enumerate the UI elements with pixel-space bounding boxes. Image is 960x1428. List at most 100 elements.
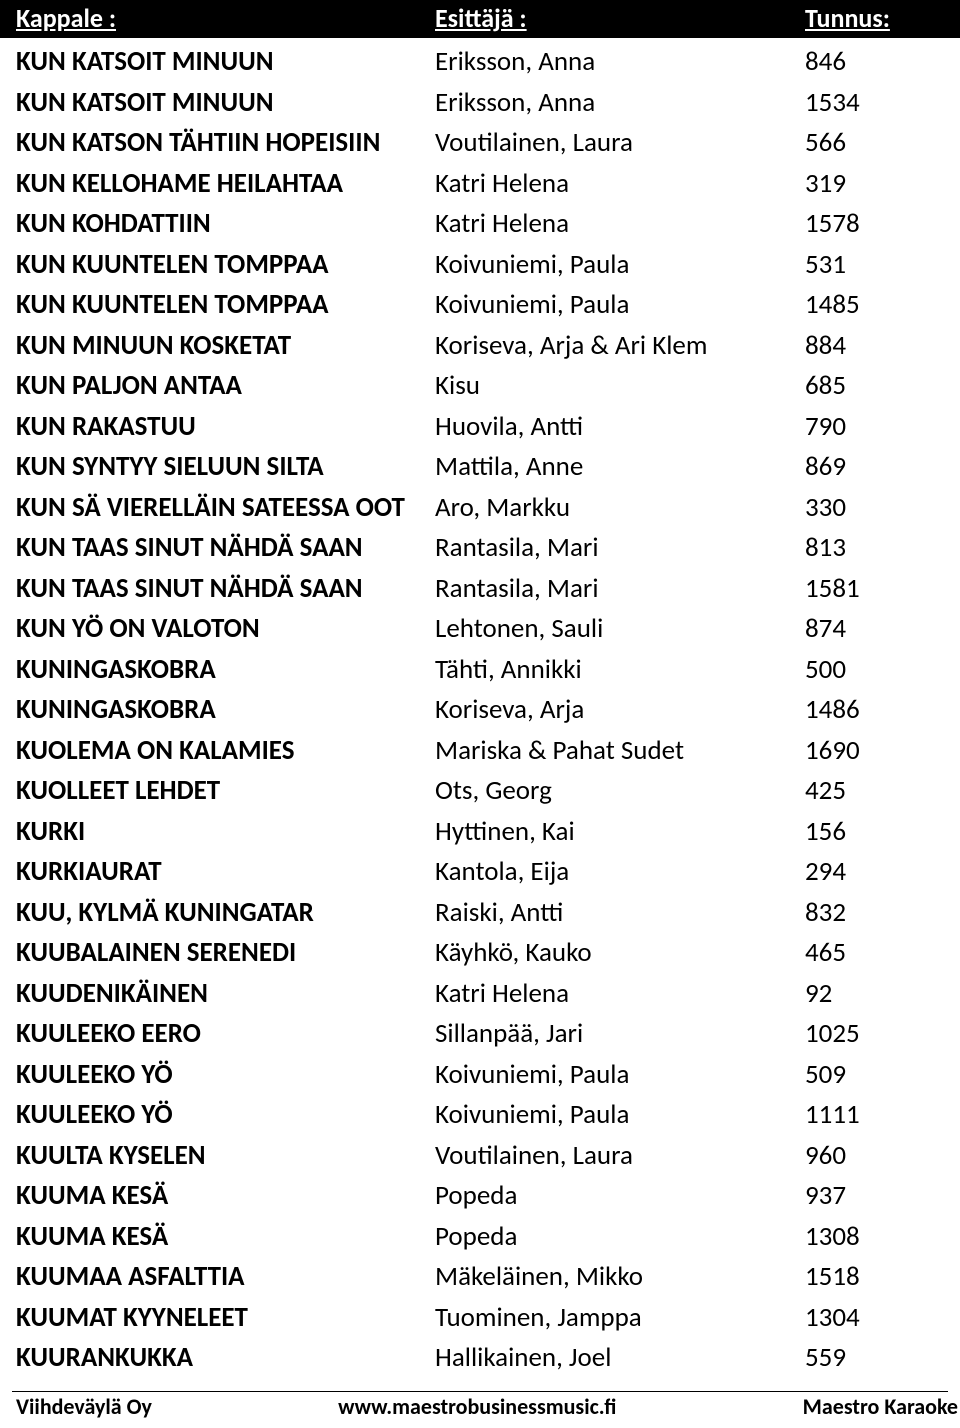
cell-artist: Koriseva, Arja [435, 690, 805, 731]
cell-id: 92 [805, 974, 960, 1015]
cell-song: KUNINGASKOBRA [0, 650, 435, 691]
table-row: KUULEEKO YÖKoivuniemi, Paula1111 [0, 1095, 960, 1136]
cell-id: 1308 [805, 1217, 960, 1258]
cell-song: KUN SYNTYY SIELUUN SILTA [0, 447, 435, 488]
cell-id: 156 [805, 812, 960, 853]
cell-artist: Aro, Markku [435, 488, 805, 529]
cell-id: 531 [805, 245, 960, 286]
cell-song: KUN TAAS SINUT NÄHDÄ SAAN [0, 528, 435, 569]
cell-artist: Katri Helena [435, 974, 805, 1015]
cell-artist: Mattila, Anne [435, 447, 805, 488]
cell-song: KUULEEKO EERO [0, 1014, 435, 1055]
cell-song: KUN RAKASTUU [0, 407, 435, 448]
cell-song: KUN KUUNTELEN TOMPPAA [0, 245, 435, 286]
cell-song: KUUDENIKÄINEN [0, 974, 435, 1015]
cell-artist: Voutilainen, Laura [435, 1136, 805, 1177]
cell-id: 559 [805, 1338, 960, 1379]
cell-artist: Eriksson, Anna [435, 83, 805, 124]
table-row: KUUBALAINEN SERENEDIKäyhkö, Kauko465 [0, 933, 960, 974]
table-row: KUN KATSOIT MINUUNEriksson, Anna1534 [0, 83, 960, 124]
table-row: KUN SYNTYY SIELUUN SILTAMattila, Anne869 [0, 447, 960, 488]
cell-id: 319 [805, 164, 960, 205]
table-row: KUN SÄ VIERELLÄIN SATEESSA OOTAro, Markk… [0, 488, 960, 529]
cell-id: 813 [805, 528, 960, 569]
table-row: KUN KOHDATTIINKatri Helena1578 [0, 204, 960, 245]
cell-song: KUUMAA ASFALTTIA [0, 1257, 435, 1298]
cell-artist: Koivuniemi, Paula [435, 245, 805, 286]
cell-artist: Katri Helena [435, 204, 805, 245]
footer-brand: Maestro Karaoke [803, 1393, 960, 1420]
cell-artist: Popeda [435, 1176, 805, 1217]
table-row: KUN KUUNTELEN TOMPPAAKoivuniemi, Paula14… [0, 285, 960, 326]
table-row: KUOLEMA ON KALAMIESMariska & Pahat Sudet… [0, 731, 960, 772]
cell-artist: Katri Helena [435, 164, 805, 205]
cell-id: 1581 [805, 569, 960, 610]
table-row: KUN PALJON ANTAAKisu685 [0, 366, 960, 407]
cell-artist: Koivuniemi, Paula [435, 285, 805, 326]
table-header: Kappale : Esittäjä : Tunnus: [0, 0, 960, 38]
cell-artist: Koriseva, Arja & Ari Klem [435, 326, 805, 367]
cell-id: 846 [805, 42, 960, 83]
table-row: KUULEEKO YÖKoivuniemi, Paula509 [0, 1055, 960, 1096]
cell-id: 1025 [805, 1014, 960, 1055]
cell-artist: Ots, Georg [435, 771, 805, 812]
cell-id: 330 [805, 488, 960, 529]
cell-song: KUUMAT KYYNELEET [0, 1298, 435, 1339]
cell-song: KUN KATSOIT MINUUN [0, 83, 435, 124]
cell-id: 1534 [805, 83, 960, 124]
table-row: KUOLLEET LEHDETOts, Georg425 [0, 771, 960, 812]
cell-artist: Huovila, Antti [435, 407, 805, 448]
table-body: KUN KATSOIT MINUUNEriksson, Anna846KUN K… [0, 38, 960, 1379]
header-artist: Esittäjä : [435, 2, 805, 34]
cell-id: 960 [805, 1136, 960, 1177]
cell-id: 294 [805, 852, 960, 893]
cell-id: 1518 [805, 1257, 960, 1298]
cell-song: KUN MINUUN KOSKETAT [0, 326, 435, 367]
cell-id: 465 [805, 933, 960, 974]
cell-artist: Mäkeläinen, Mikko [435, 1257, 805, 1298]
cell-artist: Mariska & Pahat Sudet [435, 731, 805, 772]
cell-song: KUU, KYLMÄ KUNINGATAR [0, 893, 435, 934]
cell-artist: Käyhkö, Kauko [435, 933, 805, 974]
cell-song: KUUMA KESÄ [0, 1176, 435, 1217]
cell-song: KURKIAURAT [0, 852, 435, 893]
cell-song: KUUMA KESÄ [0, 1217, 435, 1258]
cell-id: 1111 [805, 1095, 960, 1136]
cell-artist: Rantasila, Mari [435, 528, 805, 569]
cell-id: 874 [805, 609, 960, 650]
cell-song: KUN KELLOHAME HEILAHTAA [0, 164, 435, 205]
cell-id: 1690 [805, 731, 960, 772]
cell-song: KUN SÄ VIERELLÄIN SATEESSA OOT [0, 488, 435, 529]
cell-artist: Koivuniemi, Paula [435, 1095, 805, 1136]
table-row: KUN KELLOHAME HEILAHTAAKatri Helena319 [0, 164, 960, 205]
cell-id: 1486 [805, 690, 960, 731]
cell-song: KUOLLEET LEHDET [0, 771, 435, 812]
cell-song: KUURANKUKKA [0, 1338, 435, 1379]
cell-id: 425 [805, 771, 960, 812]
table-row: KUN KUUNTELEN TOMPPAAKoivuniemi, Paula53… [0, 245, 960, 286]
cell-artist: Tähti, Annikki [435, 650, 805, 691]
cell-id: 685 [805, 366, 960, 407]
cell-id: 937 [805, 1176, 960, 1217]
cell-id: 790 [805, 407, 960, 448]
footer-url: www.maestrobusinessmusic.fi [152, 1393, 803, 1420]
cell-id: 832 [805, 893, 960, 934]
cell-artist: Eriksson, Anna [435, 42, 805, 83]
page-footer: Viihdeväylä Oy www.maestrobusinessmusic.… [0, 1389, 960, 1428]
cell-artist: Kisu [435, 366, 805, 407]
cell-song: KUN KATSOIT MINUUN [0, 42, 435, 83]
table-row: KUUMA KESÄPopeda937 [0, 1176, 960, 1217]
cell-song: KUULTA KYSELEN [0, 1136, 435, 1177]
table-row: KURKIAURATKantola, Eija294 [0, 852, 960, 893]
cell-artist: Lehtonen, Sauli [435, 609, 805, 650]
table-row: KUN RAKASTUUHuovila, Antti790 [0, 407, 960, 448]
cell-song: KUN KOHDATTIIN [0, 204, 435, 245]
cell-artist: Kantola, Eija [435, 852, 805, 893]
cell-id: 1304 [805, 1298, 960, 1339]
table-row: KUUDENIKÄINENKatri Helena92 [0, 974, 960, 1015]
cell-id: 509 [805, 1055, 960, 1096]
table-row: KUNINGASKOBRATähti, Annikki500 [0, 650, 960, 691]
cell-song: KUN KATSON TÄHTIIN HOPEISIIN [0, 123, 435, 164]
cell-artist: Rantasila, Mari [435, 569, 805, 610]
cell-artist: Raiski, Antti [435, 893, 805, 934]
